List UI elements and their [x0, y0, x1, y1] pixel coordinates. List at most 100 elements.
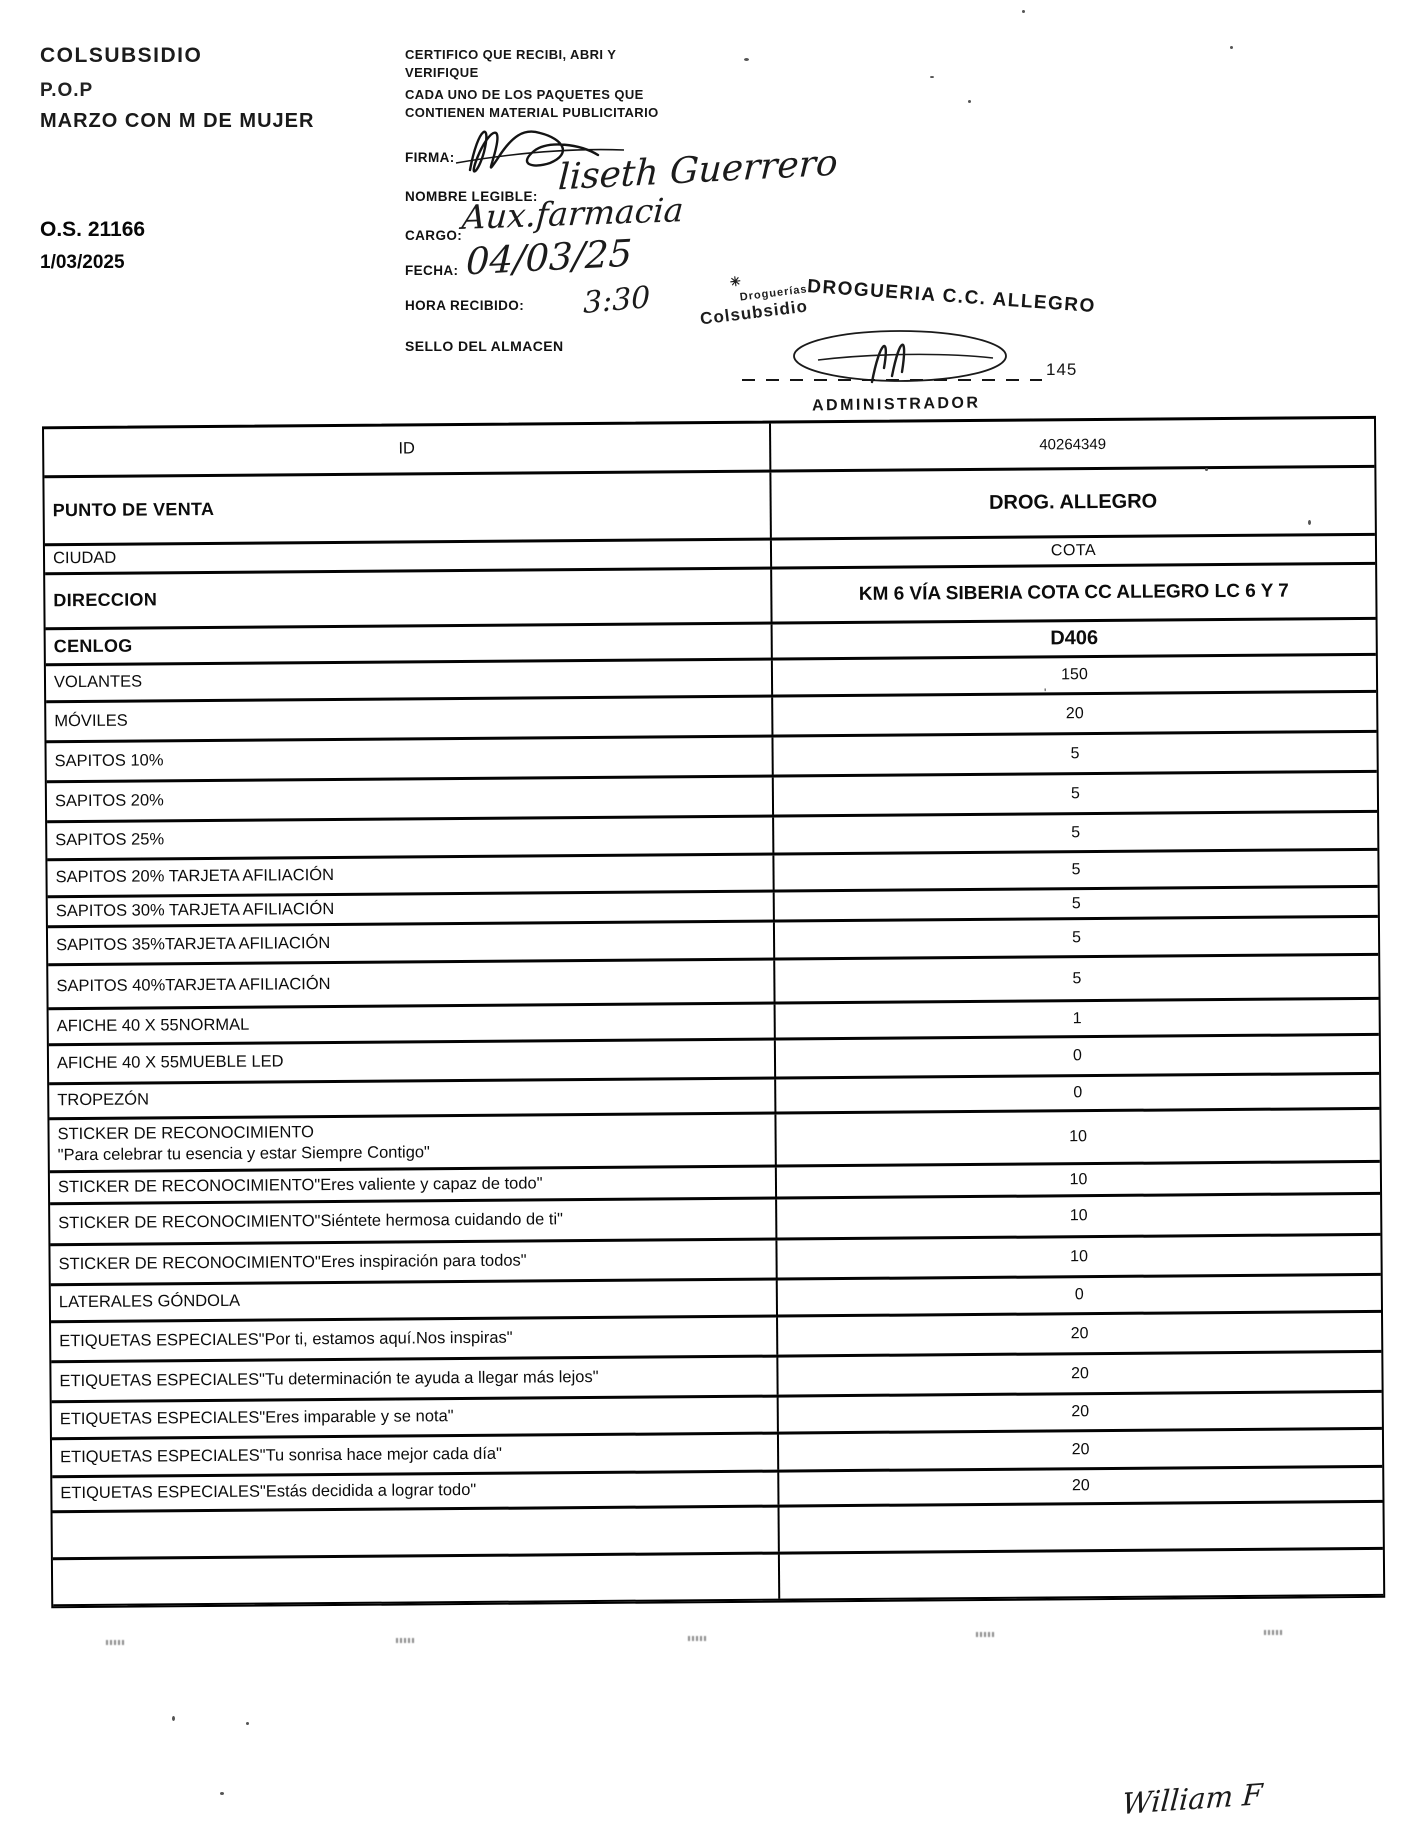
row-label: PUNTO DE VENTA: [44, 472, 772, 544]
order-number: O.S. 21166: [40, 218, 146, 241]
row-label: SAPITOS 20%: [46, 777, 775, 821]
row-label: [52, 1554, 781, 1605]
row-value: D406: [1050, 627, 1099, 650]
row-label: ETIQUETAS ESPECIALES"Eres imparable y se…: [51, 1397, 779, 1438]
hora-handwriting: 3:30: [582, 280, 651, 321]
scan-artifact: [1022, 10, 1025, 13]
row-label: AFICHE 40 X 55NORMAL: [48, 1004, 776, 1044]
row-value: 10: [1069, 1170, 1088, 1188]
scan-artifact: [246, 1722, 249, 1725]
program-label: P.O.P: [40, 80, 94, 101]
scan-artifact: [976, 1632, 994, 1637]
row-value: 0: [1073, 1084, 1083, 1102]
row-label: LATERALES GÓNDOLA: [50, 1280, 779, 1321]
scan-artifact: [1308, 520, 1311, 525]
cargo-handwriting: Aux.farmacia: [460, 190, 685, 237]
row-value: 5: [1070, 784, 1080, 802]
row-label: MÓVILES: [46, 697, 774, 741]
row-value: 10: [1069, 1207, 1088, 1225]
row-value: 10: [1070, 1247, 1089, 1265]
row-value: 150: [1061, 666, 1088, 684]
certification-line: CERTIFICO QUE RECIBI, ABRI Y: [405, 47, 617, 62]
sello-label: SELLO DEL ALMACEN: [405, 338, 564, 354]
row-label: VOLANTES: [45, 660, 774, 701]
certification-line: VERIFIQUE: [405, 65, 479, 80]
scan-artifact: [220, 1792, 224, 1795]
row-value: 20: [1065, 704, 1084, 722]
row-label: SAPITOS 10%: [46, 737, 774, 781]
certification-line: CONTIENEN MATERIAL PUBLICITARIO: [405, 105, 659, 120]
row-label: CIUDAD: [44, 540, 773, 573]
row-value: 20: [1071, 1440, 1090, 1458]
stamp-dashed-line: [742, 379, 1042, 381]
hora-label: HORA RECIBIDO:: [405, 298, 525, 313]
row-value: 0: [1072, 1047, 1082, 1065]
stamp-signature: [793, 330, 1007, 384]
row-value: 5: [1071, 894, 1081, 912]
row-label: [52, 1507, 780, 1558]
row-label: CENLOG: [45, 624, 773, 664]
row-value: DROG. ALLEGRO: [988, 490, 1158, 514]
row-value: [780, 1525, 1383, 1530]
row-label: AFICHE 40 X 55MUEBLE LED: [48, 1040, 777, 1083]
scan-artifact: [1264, 1630, 1282, 1635]
scan-artifact: [172, 1716, 175, 1721]
cargo-label: CARGO:: [405, 228, 463, 243]
scan-artifact: [396, 1638, 414, 1643]
fecha-label: FECHA:: [405, 263, 459, 278]
row-value: 5: [1072, 969, 1082, 987]
row-value: 1: [1072, 1009, 1082, 1027]
scan-artifact: [1230, 46, 1233, 49]
row-value: 5: [1070, 744, 1080, 762]
row-value: KM 6 VÍA SIBERIA COTA CC ALLEGRO LC 6 Y …: [858, 580, 1289, 605]
table-row: PUNTO DE VENTA DROG. ALLEGRO: [44, 467, 1375, 547]
nombre-label: NOMBRE LEGIBLE:: [405, 189, 538, 204]
row-value: 20: [1070, 1364, 1089, 1382]
row-value: 20: [1071, 1477, 1090, 1495]
row-label: SAPITOS 20% TARJETA AFILIACIÓN: [47, 855, 775, 896]
row-label: ETIQUETAS ESPECIALES"Por ti, estamos aqu…: [51, 1317, 779, 1361]
row-value: [780, 1572, 1383, 1577]
signature-scribble: [455, 130, 625, 173]
row-label: TROPEZÓN: [49, 1079, 777, 1118]
row-label: STICKER DE RECONOCIMIENTO"Siéntete hermo…: [50, 1199, 778, 1244]
scan-artifact: [1205, 468, 1208, 471]
row-label: ETIQUETAS ESPECIALES"Estás decidida a lo…: [52, 1472, 780, 1511]
row-value: COTA: [1050, 542, 1097, 560]
row-value: 20: [1071, 1403, 1090, 1421]
row-label: SAPITOS 25%: [47, 817, 775, 859]
row-label: SAPITOS 35%TARJETA AFILIACIÓN: [47, 922, 776, 964]
row-label: ETIQUETAS ESPECIALES"Tu sonrisa hace mej…: [51, 1434, 780, 1476]
row-label: STICKER DE RECONOCIMIENTO "Para celebrar…: [49, 1114, 777, 1171]
stamp-number: 145: [1046, 360, 1078, 379]
row-label: ID: [44, 423, 772, 476]
company-name: COLSUBSIDIO: [40, 44, 203, 67]
campaign-title: MARZO CON M DE MUJER: [40, 110, 315, 132]
stamp-store-name: DROGUERIA C.C. ALLEGRO: [806, 276, 1097, 318]
table-body: ID 40264349 PUNTO DE VENTA DROG. ALLEGRO CIU…: [44, 418, 1384, 1607]
row-value: 40264349: [1039, 435, 1107, 453]
row-label: ETIQUETAS ESPECIALES"Tu determinación te…: [51, 1357, 779, 1401]
row-value: 10: [1069, 1128, 1088, 1146]
scan-artifact: [744, 58, 749, 61]
scan-artifact: [688, 1636, 706, 1641]
row-label: DIRECCION: [45, 569, 773, 628]
certification-line: CADA UNO DE LOS PAQUETES QUE: [405, 87, 644, 102]
row-value: 0: [1074, 1286, 1084, 1304]
scan-artifact: [106, 1640, 124, 1645]
scan-artifact: [930, 76, 934, 78]
row-label: SAPITOS 30% TARJETA AFILIACIÓN: [47, 892, 775, 926]
order-date: 1/03/2025: [40, 252, 125, 273]
firma-label: FIRMA:: [405, 150, 455, 165]
colsubsidio-stamp-logo: ✳ Droguerías Colsubsidio: [695, 265, 810, 329]
materials-table: ID 40264349 PUNTO DE VENTA DROG. ALLEGRO CIU…: [42, 415, 1386, 1609]
row-value: 5: [1072, 928, 1082, 946]
row-value: 5: [1071, 861, 1081, 879]
row-label: STICKER DE RECONOCIMIENTO"Eres inspiraci…: [50, 1240, 778, 1284]
table-row: [52, 1549, 1384, 1607]
scan-artifact: ': [1044, 686, 1047, 700]
stamp-role: ADMINISTRADOR: [811, 394, 981, 415]
row-value: 20: [1070, 1324, 1089, 1342]
footer-handwritten-name: William F: [1120, 1776, 1264, 1822]
row-label: STICKER DE RECONOCIMIENTO"Eres valiente …: [49, 1167, 778, 1203]
